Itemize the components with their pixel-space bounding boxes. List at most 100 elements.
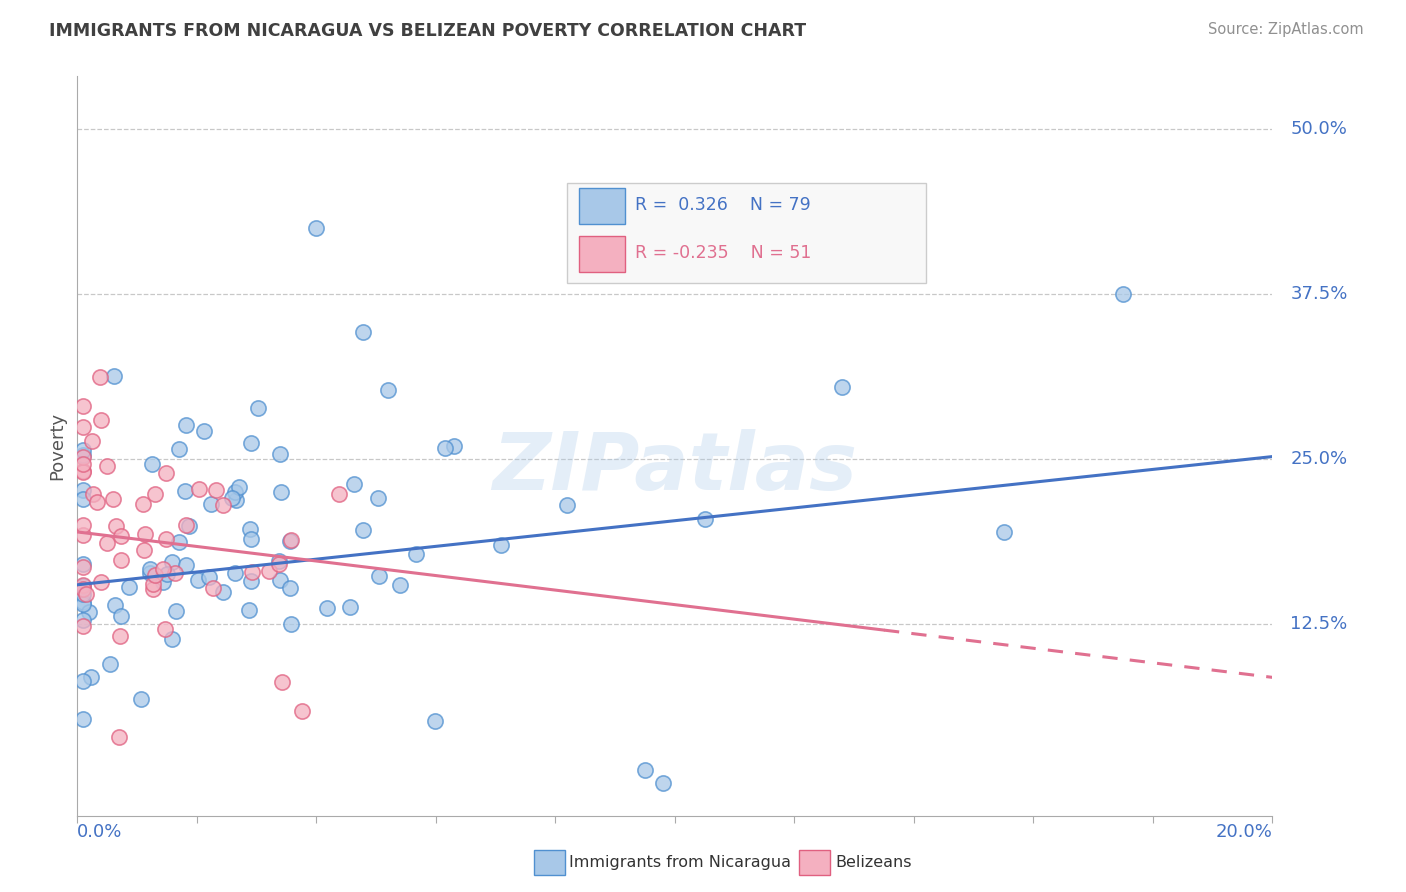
Point (339, 600, 361, 615)
Point (200, 497, 222, 511)
Point (270, 674, 292, 689)
Point (368, 568, 391, 582)
FancyBboxPatch shape (568, 183, 927, 283)
Point (173, 483, 195, 498)
Point (72, 579, 94, 593)
FancyBboxPatch shape (579, 236, 624, 272)
Point (174, 558, 197, 572)
Point (174, 418, 197, 433)
Point (134, 527, 156, 541)
Point (367, 491, 389, 506)
Point (278, 582, 301, 596)
Point (193, 424, 215, 438)
Point (72, 457, 94, 471)
Point (105, 519, 128, 533)
Point (201, 581, 224, 595)
Point (110, 629, 132, 643)
Point (80, 434, 103, 448)
Text: 37.5%: 37.5% (1291, 285, 1348, 303)
Text: 12.5%: 12.5% (1291, 615, 1347, 633)
Text: R = -0.235    N = 51: R = -0.235 N = 51 (636, 244, 811, 261)
Point (328, 487, 350, 501)
Point (267, 554, 290, 568)
Point (72, 597, 94, 611)
Point (72, 399, 94, 413)
Point (142, 582, 165, 597)
Point (72, 491, 94, 506)
Point (343, 477, 366, 491)
Point (96, 535, 118, 549)
Point (110, 529, 132, 543)
Point (489, 539, 512, 553)
Point (443, 439, 465, 453)
Point (155, 467, 177, 481)
Point (352, 326, 374, 340)
Point (246, 401, 269, 415)
Point (224, 566, 246, 580)
Point (155, 532, 177, 546)
Point (143, 568, 166, 582)
Point (188, 482, 211, 496)
Point (204, 483, 226, 497)
Point (831, 379, 853, 393)
Text: 25.0%: 25.0% (1291, 450, 1347, 468)
Point (141, 457, 163, 471)
Point (108, 730, 131, 744)
Point (82, 487, 104, 501)
Point (278, 534, 301, 549)
Point (72, 483, 94, 498)
Point (152, 562, 174, 576)
Text: Immigrants from Nicaragua: Immigrants from Nicaragua (569, 855, 792, 870)
Point (557, 499, 579, 513)
Point (118, 580, 141, 594)
Text: 20.0%: 20.0% (1216, 822, 1272, 841)
Point (110, 608, 132, 623)
Point (139, 566, 162, 581)
Point (72, 587, 94, 601)
Point (139, 562, 162, 576)
Point (86, 495, 108, 509)
Text: R =  0.326    N = 79: R = 0.326 N = 79 (636, 196, 811, 214)
Point (98, 657, 121, 672)
Point (90, 412, 112, 426)
Point (269, 447, 291, 461)
Point (72, 448, 94, 462)
Point (316, 600, 339, 615)
Point (90, 574, 112, 589)
Point (352, 523, 374, 537)
Point (162, 632, 184, 647)
Point (221, 491, 243, 505)
Point (377, 383, 399, 397)
Point (174, 518, 197, 533)
Point (103, 368, 125, 383)
Point (257, 564, 280, 578)
Point (239, 436, 262, 450)
Point (197, 569, 219, 583)
Point (239, 522, 262, 536)
Point (240, 566, 263, 580)
Point (72, 595, 94, 609)
Point (212, 584, 235, 599)
Point (240, 533, 263, 547)
Text: Source: ZipAtlas.com: Source: ZipAtlas.com (1208, 22, 1364, 37)
FancyBboxPatch shape (579, 188, 624, 224)
Point (167, 534, 190, 549)
Text: 50.0%: 50.0% (1291, 120, 1347, 137)
Point (104, 599, 127, 613)
Point (134, 542, 156, 557)
Point (160, 556, 183, 570)
Point (110, 553, 132, 567)
Point (240, 574, 263, 588)
Point (224, 484, 246, 499)
Point (165, 604, 187, 618)
Point (291, 704, 314, 718)
Point (270, 485, 292, 500)
Point (280, 617, 302, 632)
Text: Belizeans: Belizeans (835, 855, 911, 870)
Point (187, 574, 209, 588)
Point (76, 587, 98, 601)
Point (152, 574, 174, 589)
Point (72, 582, 94, 596)
Point (72, 419, 94, 434)
Point (634, 763, 657, 777)
